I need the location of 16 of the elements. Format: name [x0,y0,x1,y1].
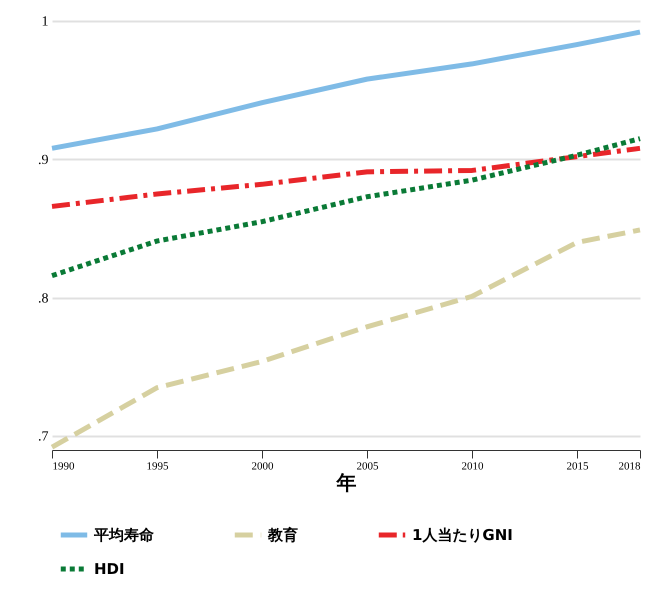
legend-label: 平均寿命 [93,526,155,544]
x-tick-label: 2018 [618,460,641,472]
legend-label: 1人当たりGNI [412,526,513,544]
x-tick-label: 2010 [462,460,484,472]
x-tick-label: 1990 [52,460,75,472]
x-tick-label: 1995 [146,460,169,472]
y-tick-label: .7 [38,430,48,445]
x-tick-label: 2005 [356,460,379,472]
legend-label: 教育 [267,526,298,544]
y-tick-label: .9 [38,152,48,168]
x-tick-label: 2015 [566,460,589,472]
y-tick-label: 1 [42,14,48,30]
legend-label: HDI [94,560,125,578]
y-tick-label: .8 [38,291,48,306]
x-axis-title: 年 [336,470,356,494]
x-tick-label: 2000 [252,460,274,472]
